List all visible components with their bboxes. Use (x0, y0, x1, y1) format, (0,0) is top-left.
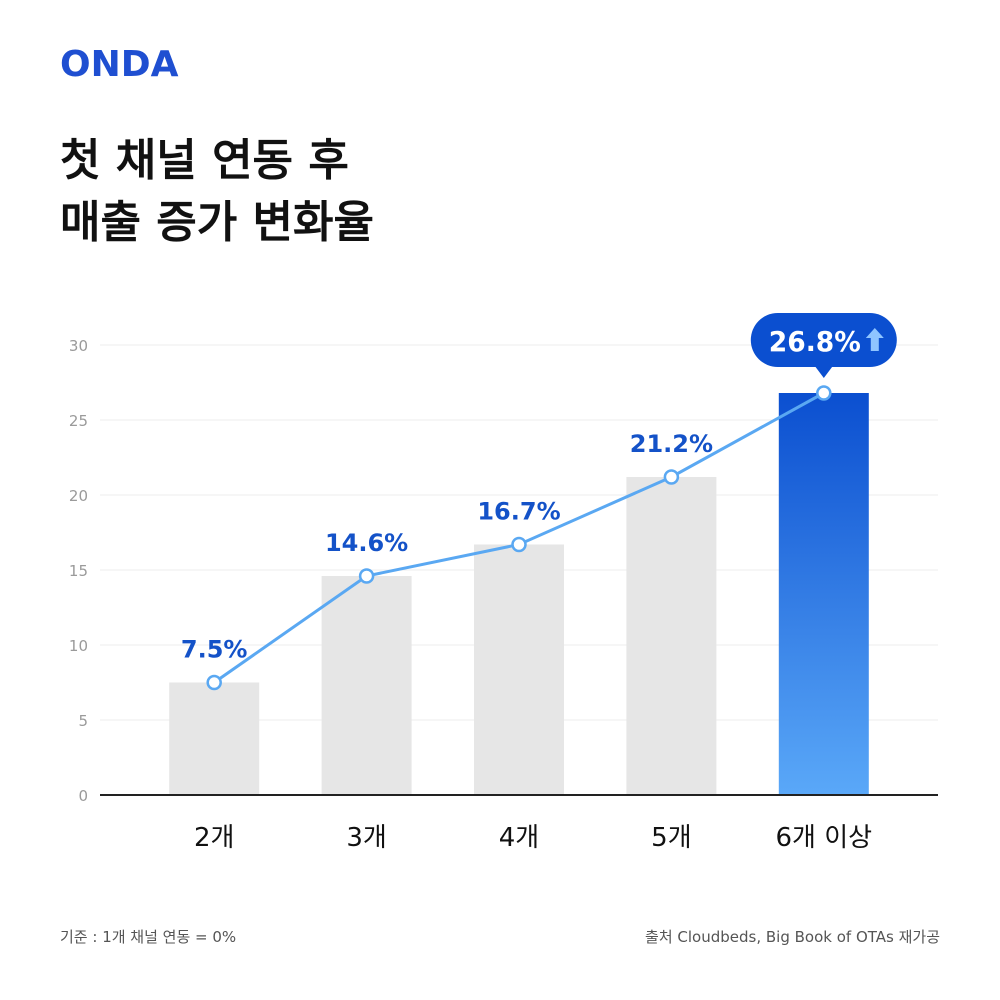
source-note: 출처 Cloudbeds, Big Book of OTAs 재가공 (645, 928, 940, 946)
x-tick-label: 3개 (346, 823, 386, 853)
x-tick-label: 4개 (499, 823, 539, 853)
title-line-1: 첫 채널 연동 후 (60, 135, 349, 186)
x-tick-label: 6개 이상 (776, 823, 873, 853)
highlight-badge: 26.8% (750, 313, 897, 378)
y-tick-label: 10 (69, 637, 88, 655)
bar (169, 682, 260, 795)
y-tick-label: 20 (69, 487, 88, 505)
trend-point (663, 469, 680, 485)
bar (321, 576, 412, 795)
y-tick-label: 15 (69, 562, 88, 580)
badge-background (750, 313, 897, 367)
data-label-highlight: 26.8% (769, 325, 861, 358)
y-tick-label: 5 (78, 712, 88, 730)
onda-logo: ONDA (60, 44, 179, 85)
data-label: 14.6% (325, 529, 408, 557)
trend-point (511, 536, 527, 553)
trend-point (358, 568, 375, 584)
title-line-2: 매출 증가 변화율 (60, 197, 374, 248)
page-title: 첫 채널 연동 후 매출 증가 변화율 (60, 130, 374, 254)
arrow-up-icon (865, 328, 884, 351)
y-tick-label: 30 (69, 337, 88, 355)
data-label: 16.7% (477, 498, 560, 526)
badge-pointer (814, 366, 833, 378)
y-tick-label: 25 (69, 412, 88, 430)
x-tick-label: 2개 (194, 823, 234, 853)
basis-note: 기준 : 1개 채널 연동 = 0% (60, 928, 237, 946)
x-tick-label: 5개 (651, 823, 691, 853)
data-label: 7.5% (181, 636, 248, 664)
trend-point (206, 674, 222, 691)
data-label: 21.2% (630, 430, 713, 458)
trend-point (816, 385, 832, 401)
bar (474, 544, 564, 795)
bar (626, 477, 717, 795)
y-tick-label: 0 (78, 787, 88, 805)
bar-highlight (778, 393, 869, 795)
